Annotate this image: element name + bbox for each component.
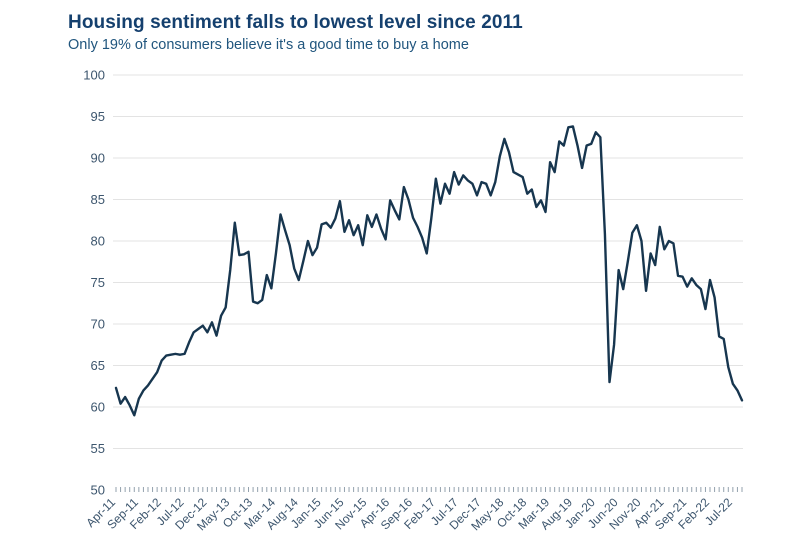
y-axis-tick-label: 95 — [91, 109, 105, 124]
y-axis-tick-label: 85 — [91, 192, 105, 207]
y-axis-tick-label: 80 — [91, 234, 105, 249]
sentiment-index-line — [114, 125, 744, 417]
chart-title: Housing sentiment falls to lowest level … — [68, 12, 523, 33]
y-axis-tick-label: 70 — [91, 317, 105, 332]
y-axis-tick-label: 90 — [91, 151, 105, 166]
y-axis-tick-label: 100 — [83, 68, 105, 83]
y-axis-tick-label: 65 — [91, 358, 105, 373]
chart-subtitle: Only 19% of consumers believe it's a goo… — [68, 37, 469, 53]
y-axis-tick-label: 50 — [91, 483, 105, 498]
y-axis-tick-label: 55 — [91, 441, 105, 456]
y-axis-tick-label: 75 — [91, 275, 105, 290]
y-axis-tick-label: 60 — [91, 400, 105, 415]
